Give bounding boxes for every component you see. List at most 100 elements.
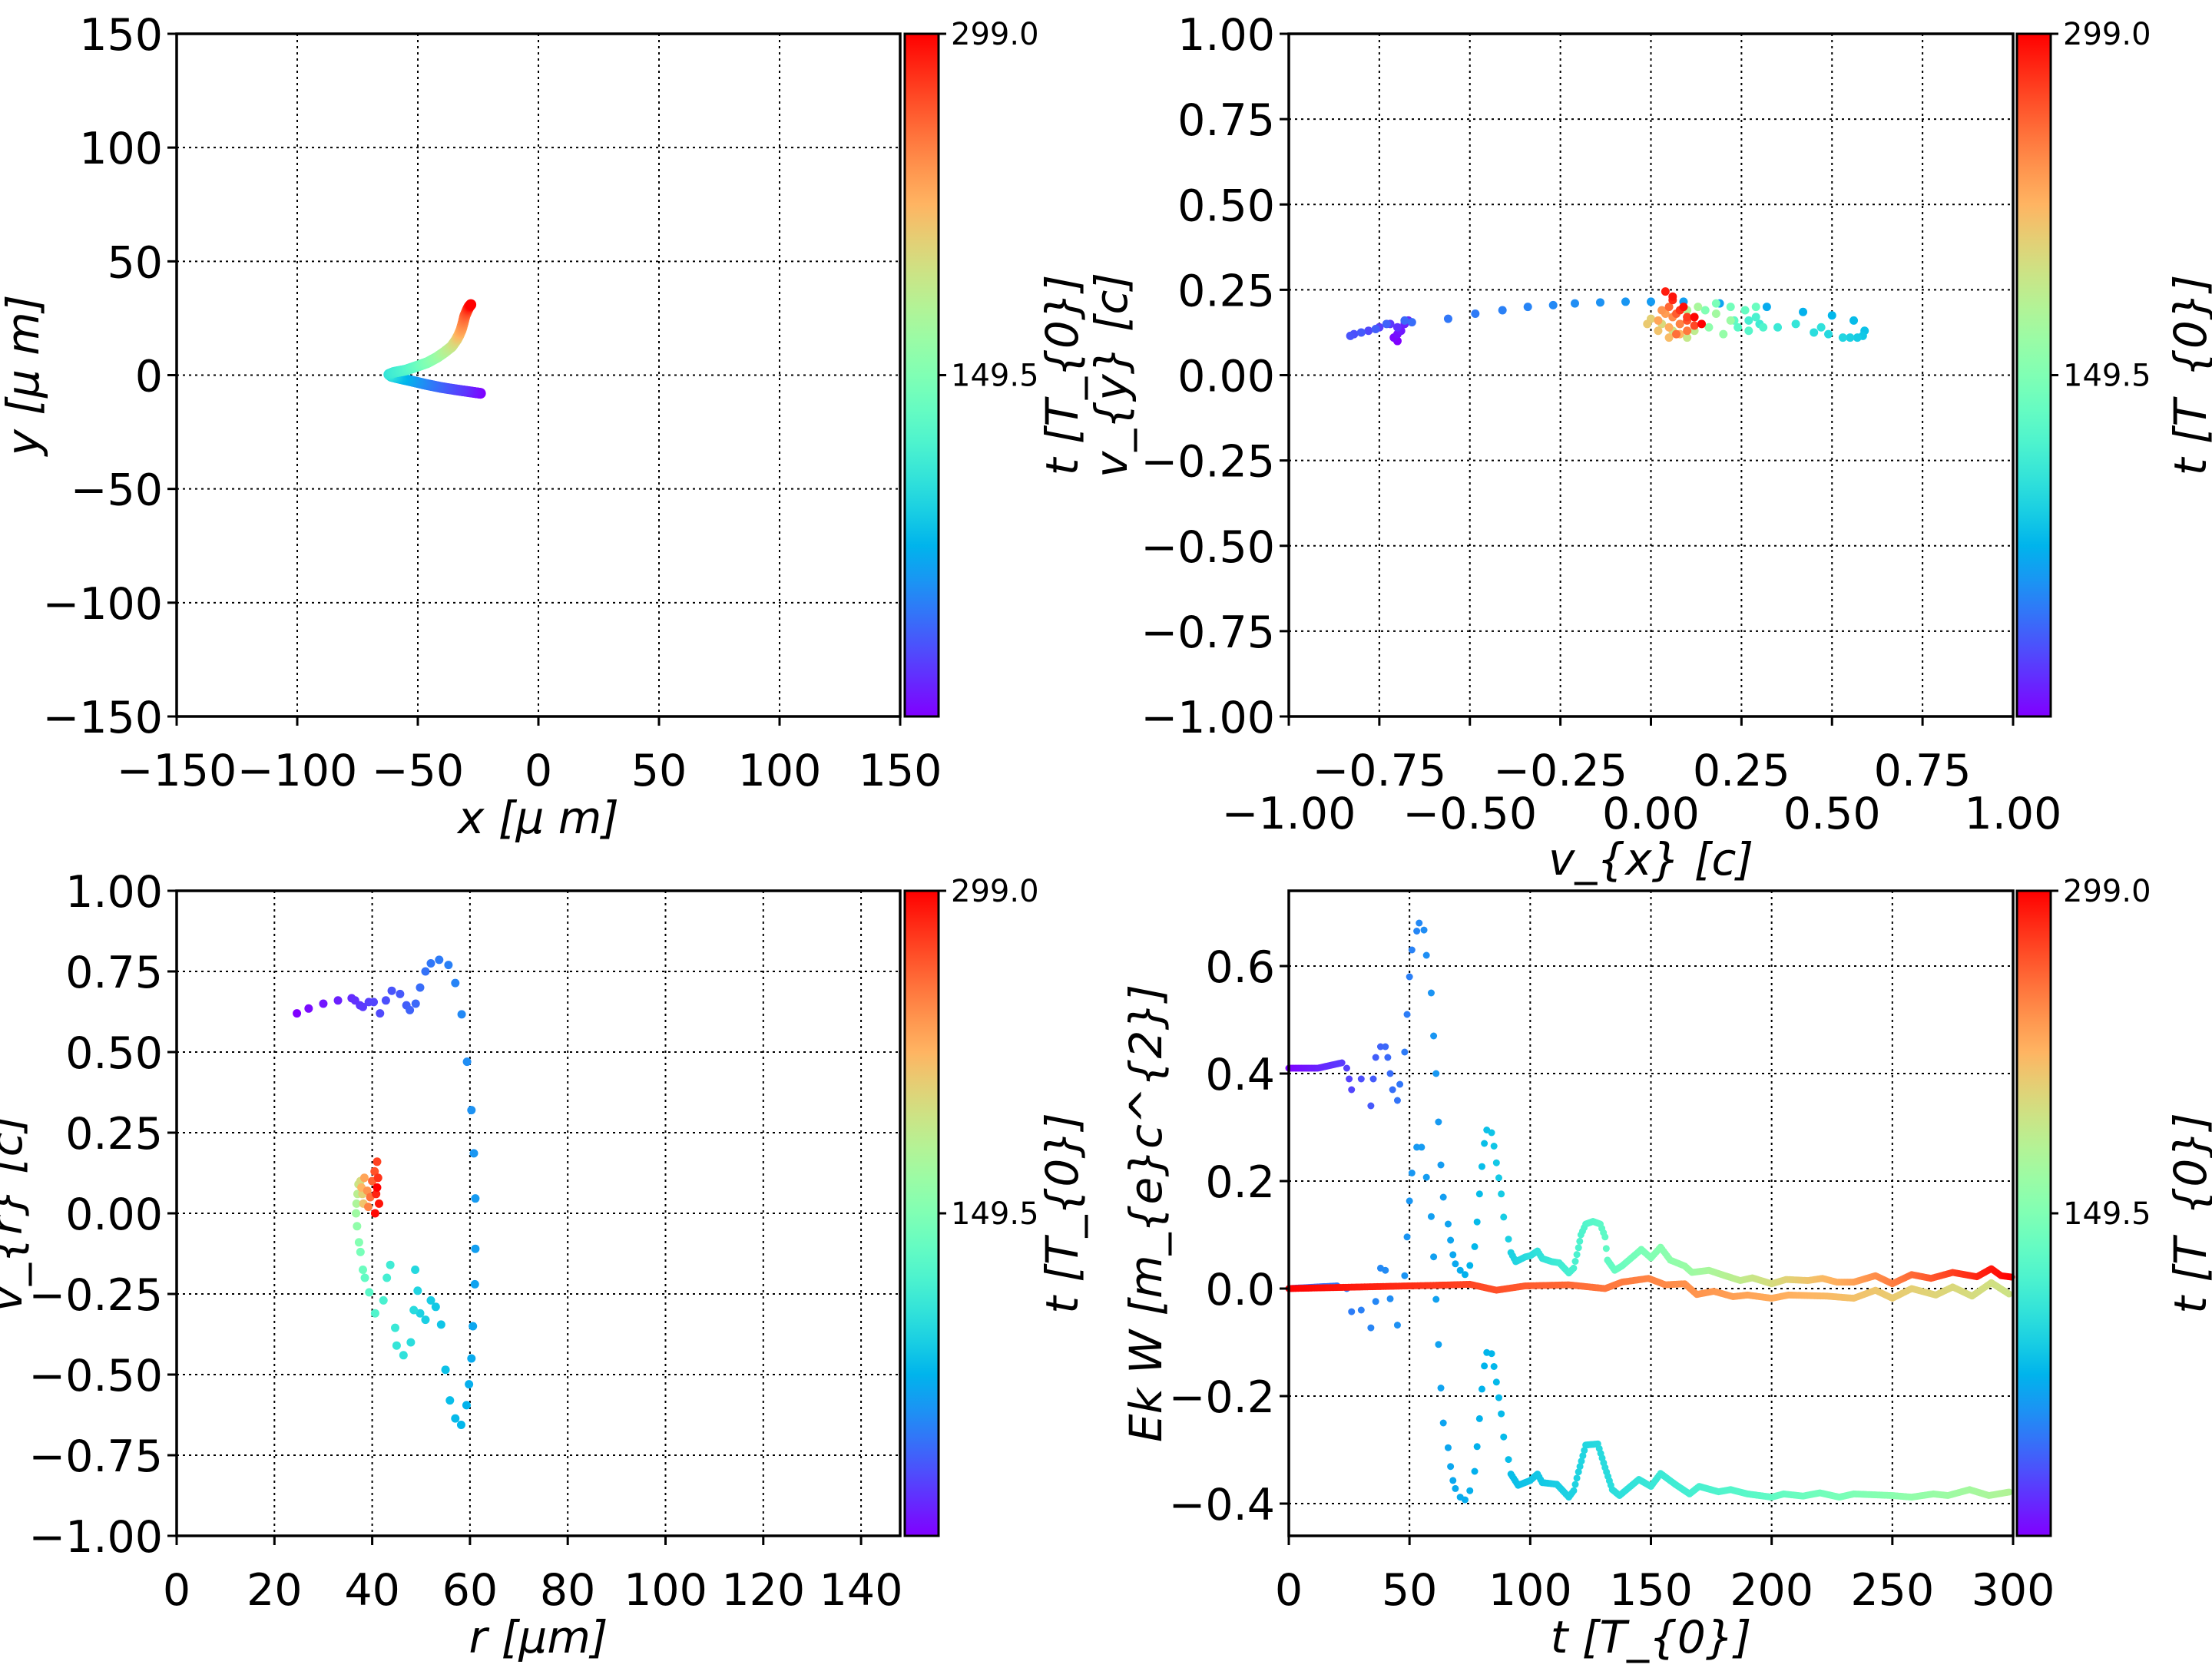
series-1 <box>1285 1143 2013 1504</box>
series-point <box>1488 1129 1495 1137</box>
scatter-point <box>1664 333 1674 342</box>
scatter-point <box>1711 299 1720 308</box>
series-point <box>1396 1080 1404 1088</box>
colorbar: 299.0 149.5t [T_{0}] <box>903 874 1088 1537</box>
series-point <box>1432 1295 1440 1303</box>
y-tick-label: −1.00 <box>1141 693 1275 743</box>
scatter-point <box>375 1199 384 1208</box>
scatter-point <box>1371 324 1380 333</box>
series-point <box>1492 1378 1500 1386</box>
scatter-point <box>1382 319 1391 329</box>
series-point <box>1401 1048 1409 1056</box>
scatter-point <box>462 1057 472 1067</box>
y-tick-label: 0.25 <box>1177 266 1275 316</box>
series-point <box>1357 1306 1365 1314</box>
scatter-point <box>1668 292 1677 301</box>
scatter-point <box>1740 306 1750 315</box>
series-point <box>1384 1054 1392 1061</box>
series-point <box>1475 1415 1483 1422</box>
scatter-point <box>1849 316 1859 325</box>
x-tick-label: 140 <box>820 1565 903 1616</box>
scatter-point <box>1810 328 1819 337</box>
series-point <box>1575 1468 1582 1476</box>
scatter-point <box>1719 329 1728 339</box>
series-point <box>1490 1363 1498 1370</box>
series-point <box>1435 1118 1442 1126</box>
series-point <box>1505 1456 1512 1464</box>
series-point <box>1430 1253 1438 1261</box>
x-tick-label: 40 <box>344 1565 400 1616</box>
scatter-point <box>471 1244 480 1253</box>
scatter-point <box>1827 311 1836 320</box>
series-point <box>1416 919 1423 927</box>
series-point <box>1393 1097 1401 1104</box>
series-point <box>1389 1086 1396 1094</box>
y-tick-label: 0.75 <box>1177 95 1275 146</box>
scatter-point <box>359 1002 368 1011</box>
scatter-point <box>382 1273 392 1282</box>
x-tick-label: 20 <box>247 1565 303 1616</box>
series-point <box>1488 1350 1495 1358</box>
series-point <box>1481 1362 1488 1370</box>
data-marks <box>1346 287 1869 346</box>
scatter-point <box>387 986 396 995</box>
series-point <box>1571 1481 1579 1488</box>
series-point <box>1432 1070 1440 1077</box>
series-point <box>1581 1447 1588 1454</box>
series-point <box>1492 1159 1500 1166</box>
scatter-point <box>1643 319 1652 329</box>
series-point <box>1403 1233 1411 1241</box>
scatter-point <box>1407 318 1416 327</box>
scatter-point <box>373 1183 382 1192</box>
y-tick-label: −0.4 <box>1169 1480 1275 1530</box>
subplot-vxvy: −1.00−0.75−0.50−0.250.000.250.500.751.00… <box>1085 10 2212 885</box>
scatter-point <box>391 1323 400 1332</box>
scatter-point <box>1744 316 1753 325</box>
y-tick-label: 0.0 <box>1205 1265 1275 1315</box>
y-tick-label: 150 <box>79 10 163 61</box>
scatter-point <box>1853 333 1862 342</box>
x-tick-label: 100 <box>624 1565 707 1616</box>
subplot-energy: 0 50 100 150 200 250 300 −0.4 −0.2 0.0 0.2 0.4 0.6 t … <box>1120 874 2212 1663</box>
series-2 <box>1285 1275 2013 1302</box>
series-point <box>1449 1477 1457 1484</box>
series-point <box>1348 1086 1356 1094</box>
scatter-point <box>1346 331 1355 340</box>
series-point <box>1471 1242 1479 1250</box>
scatter-point <box>1683 313 1692 322</box>
y-tick-label: 100 <box>79 124 163 174</box>
x-tick-label: 200 <box>1730 1565 1813 1616</box>
scatter-point <box>381 996 390 1005</box>
scatter-point <box>363 1186 372 1196</box>
x-tick-label: 250 <box>1850 1565 1934 1616</box>
scatter-point <box>416 983 425 992</box>
series-point <box>1422 1173 1430 1181</box>
series-point <box>1478 1385 1485 1393</box>
scatter-point <box>1672 329 1681 339</box>
y-tick-label: 0 <box>135 352 163 402</box>
y-tick-label: 0.2 <box>1205 1157 1275 1208</box>
series-point <box>1579 1452 1587 1460</box>
scatter-point <box>396 989 405 998</box>
x-tick-label: 1.00 <box>1965 789 2062 839</box>
x-tick-label: −50 <box>372 746 464 796</box>
scatter-point <box>373 1157 382 1166</box>
scatter-point <box>1647 297 1655 306</box>
series-point <box>1435 1341 1442 1348</box>
scatter-point <box>1734 323 1743 332</box>
scatter-point <box>1675 319 1684 329</box>
x-tick-label: 80 <box>540 1565 596 1616</box>
y-tick-label: −0.75 <box>1141 607 1275 658</box>
series-point <box>1500 1433 1508 1441</box>
series-point <box>1393 1322 1401 1329</box>
series-point <box>1447 1236 1455 1244</box>
scatter-point <box>426 1295 435 1305</box>
x-tick-label: −0.25 <box>1493 746 1628 796</box>
scatter-point <box>1751 303 1760 312</box>
scatter-point <box>435 955 444 965</box>
y-tick-label: −0.50 <box>28 1351 163 1401</box>
scatter-point <box>1392 323 1402 332</box>
x-tick-label: 100 <box>738 746 822 796</box>
series-point <box>1571 1258 1579 1266</box>
scatter-point <box>1523 303 1532 312</box>
